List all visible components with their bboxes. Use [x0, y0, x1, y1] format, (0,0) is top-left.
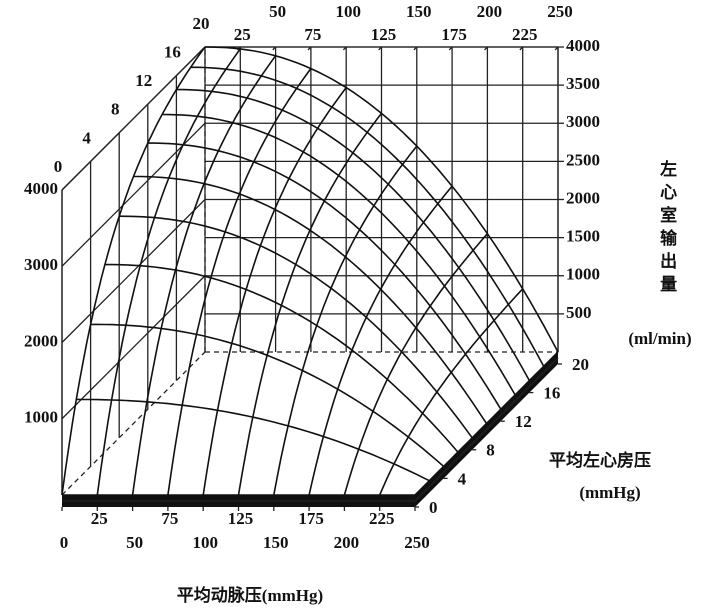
x-axis-label: 平均动脉压(mmHg) — [177, 585, 323, 605]
x-tick-label: 50 — [126, 533, 143, 552]
z-tick-label: 2500 — [566, 150, 600, 169]
grid-line — [61, 199, 206, 343]
z-tick-label: 3500 — [566, 74, 600, 93]
y-tick-label-left: 4 — [82, 128, 91, 147]
surface-mesh — [76, 398, 430, 482]
surface-mesh — [273, 145, 418, 496]
y-tick-label-left: 20 — [193, 14, 210, 33]
x-tick-label: 125 — [228, 509, 254, 528]
x-tick-label: 225 — [369, 509, 395, 528]
x-tick-label-top: 150 — [406, 2, 432, 21]
z-tick-label: 1000 — [566, 265, 600, 284]
y-tick-label: 8 — [486, 441, 495, 460]
surface-mesh — [378, 288, 524, 496]
z-tick-label: 500 — [566, 303, 592, 322]
y-tick-label: 12 — [515, 412, 532, 431]
y-axis-unit: (mmHg) — [579, 483, 640, 502]
z-tick-label: 1500 — [566, 227, 600, 246]
x-tick-label: 200 — [334, 533, 360, 552]
surface-mesh — [61, 46, 206, 496]
y-tick-label: 4 — [458, 469, 467, 488]
surface-mesh — [167, 68, 312, 496]
x-tick-label: 100 — [192, 533, 218, 552]
x-tick-label-top: 200 — [477, 2, 503, 21]
box-edge — [61, 351, 206, 496]
z-axis-unit: (ml/min) — [628, 329, 691, 348]
surface-mesh — [202, 87, 347, 496]
y-tick-label-left: 8 — [111, 100, 120, 119]
y-tick-label-left: 0 — [54, 157, 63, 176]
z-tick-label: 2000 — [566, 188, 600, 207]
x-tick-label-top: 75 — [304, 25, 321, 44]
x-tick-label: 250 — [404, 533, 430, 552]
x-tick-label-top: 125 — [371, 25, 397, 44]
surface-mesh — [308, 185, 453, 496]
grid-line — [61, 46, 206, 191]
x-tick-label-top: 225 — [512, 25, 538, 44]
surface-mesh — [237, 112, 383, 496]
x-tick-label-top: 50 — [269, 2, 286, 21]
base-highlight — [414, 357, 559, 502]
surface-mesh — [131, 55, 277, 496]
y-tick-label: 20 — [572, 355, 589, 374]
grid-line — [61, 275, 206, 420]
x-tick-label-top: 175 — [441, 25, 467, 44]
y-tick-label-left: 12 — [135, 71, 152, 90]
surface-mesh — [90, 323, 445, 468]
z-axis-label: 左心室输出量 — [657, 159, 677, 298]
x-tick-label-top: 250 — [547, 2, 573, 21]
z-tick-label: 4000 — [566, 36, 600, 55]
x-tick-label: 150 — [263, 533, 289, 552]
x-tick-label-top: 25 — [234, 25, 251, 44]
y-tick-label-left: 16 — [164, 43, 181, 62]
surface-mesh — [343, 233, 489, 496]
x-tick-label: 175 — [298, 509, 324, 528]
z-tick-label-left: 3000 — [24, 255, 58, 274]
x-tick-label: 25 — [91, 509, 108, 528]
z-tick-label-left: 1000 — [24, 408, 58, 427]
y-tick-label: 0 — [429, 498, 438, 517]
x-tick-label-top: 100 — [335, 2, 361, 21]
y-tick-label: 16 — [543, 384, 560, 403]
x-tick-label: 75 — [161, 509, 178, 528]
x-tick-label: 0 — [60, 533, 69, 552]
surface-mesh — [176, 88, 531, 381]
y-axis-label: 平均左心房压 — [549, 450, 651, 470]
z-tick-label-left: 4000 — [24, 179, 58, 198]
surface-mesh — [96, 48, 241, 496]
z-tick-label: 3000 — [566, 112, 600, 131]
z-tick-label-left: 2000 — [24, 331, 58, 350]
